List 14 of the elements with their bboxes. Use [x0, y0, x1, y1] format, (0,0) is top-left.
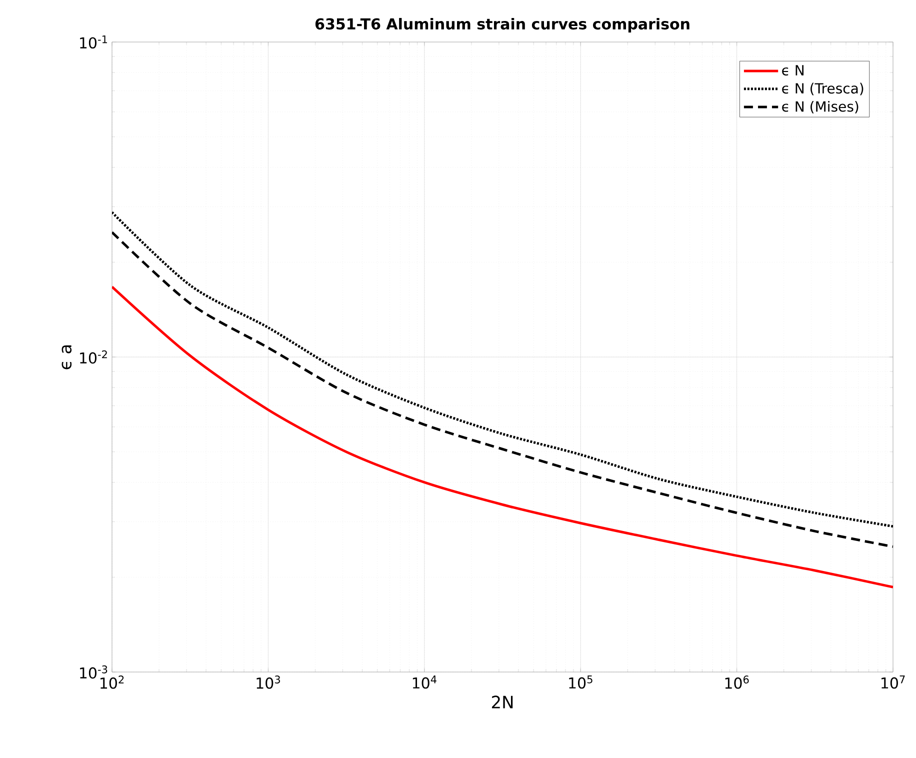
x-tick-label: 10$^{6}$	[725, 676, 749, 689]
x-tick-label: 10$^{4}$	[412, 676, 436, 689]
legend-label: ϵ N (Mises)	[782, 100, 858, 114]
y-tick-label: 10$^{-1}$	[80, 35, 107, 49]
y-axis-title: ϵ a	[62, 345, 72, 370]
chart-title: 6351-T6 Aluminum strain curves comparison	[315, 18, 690, 32]
y-tick-label: 10$^{-2}$	[80, 350, 107, 364]
x-tick-label: 10$^{5}$	[569, 676, 592, 689]
line-series	[112, 286, 894, 588]
legend-label: ϵ N (Tresca)	[782, 82, 864, 96]
x-tick-label: 10$^{7}$	[882, 676, 905, 689]
legend-label: ϵ N	[782, 65, 804, 76]
x-tick-label: 10$^{3}$	[256, 676, 280, 689]
x-axis-title: 2N	[492, 696, 513, 708]
